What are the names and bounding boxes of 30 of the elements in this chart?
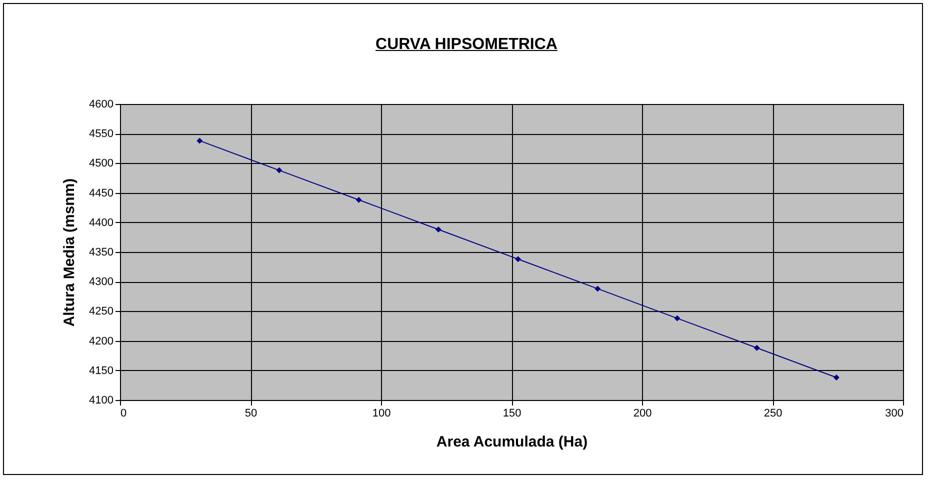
point — [594, 286, 601, 292]
x-tick-label: 250 — [764, 408, 782, 420]
point — [435, 226, 442, 233]
y-tick-label: 4400 — [89, 216, 114, 229]
point — [196, 138, 203, 144]
point — [356, 196, 362, 203]
y-tick-label: 4150 — [89, 364, 114, 377]
point — [754, 344, 760, 351]
x-tick-label: 0 — [120, 408, 127, 420]
y-axis-title: Altura Media (msnm) — [61, 178, 78, 327]
x-tick-label: 100 — [372, 408, 391, 420]
y-tick-label: 4500 — [89, 158, 114, 170]
y-tick-label: 4600 — [89, 98, 114, 110]
y-tick-label: 4300 — [89, 276, 114, 288]
x-tick-label: 300 — [885, 408, 904, 420]
y-tick-label: 4450 — [89, 187, 114, 200]
chart-title: CURVA HIPSOMETRICA — [374, 36, 558, 54]
y-tick-label: 4550 — [89, 128, 114, 140]
y-tick-label: 4250 — [89, 306, 114, 318]
y-tick-label: 4200 — [89, 335, 114, 348]
x-tick-label: 200 — [633, 408, 652, 420]
y-tick-label: 4100 — [89, 394, 114, 406]
x-tick-label: 150 — [502, 408, 522, 420]
point — [276, 167, 282, 174]
x-tick-label: 50 — [244, 408, 258, 420]
x-axis-title: Area Acumulada (Ha) — [436, 434, 588, 450]
point — [833, 374, 840, 381]
y-tick-label: 4350 — [89, 246, 114, 258]
point — [515, 256, 522, 262]
point — [674, 315, 680, 322]
